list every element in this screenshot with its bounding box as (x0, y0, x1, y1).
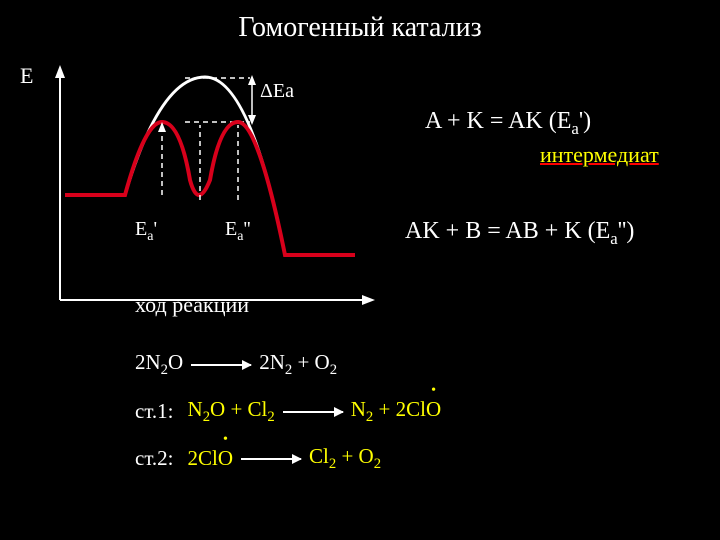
arrow-icon (241, 458, 301, 460)
reaction-overall: 2N2O 2N2 + O2 (135, 350, 441, 379)
delta-ea-label: ΔEa (260, 80, 294, 103)
arrow-icon (191, 364, 251, 366)
diagram-svg (40, 60, 390, 330)
x-axis-label: ход реакции (135, 292, 249, 318)
ea-double-prime-label: Ea'' (225, 218, 251, 245)
reaction-step-2: ст.2: 2ClO Cl2 + O2 (135, 444, 441, 473)
y-axis-label: E (20, 63, 33, 89)
intermediate-label: интермедиат (540, 142, 659, 168)
slide-title: Гомогенный катализ (0, 12, 720, 44)
energy-diagram (40, 60, 390, 330)
ea-prime-label: Ea' (135, 218, 157, 245)
reaction-equations: 2N2O 2N2 + O2 ст.1: N2O + Cl2 N2 + 2ClO … (135, 350, 441, 492)
equation-1: A + K = AK (Ea') (425, 108, 591, 139)
equation-2: AK + B = AB + K (Ea'') (405, 218, 634, 249)
reaction-step-1: ст.1: N2O + Cl2 N2 + 2ClO (135, 397, 441, 426)
arrow-icon (283, 411, 343, 413)
